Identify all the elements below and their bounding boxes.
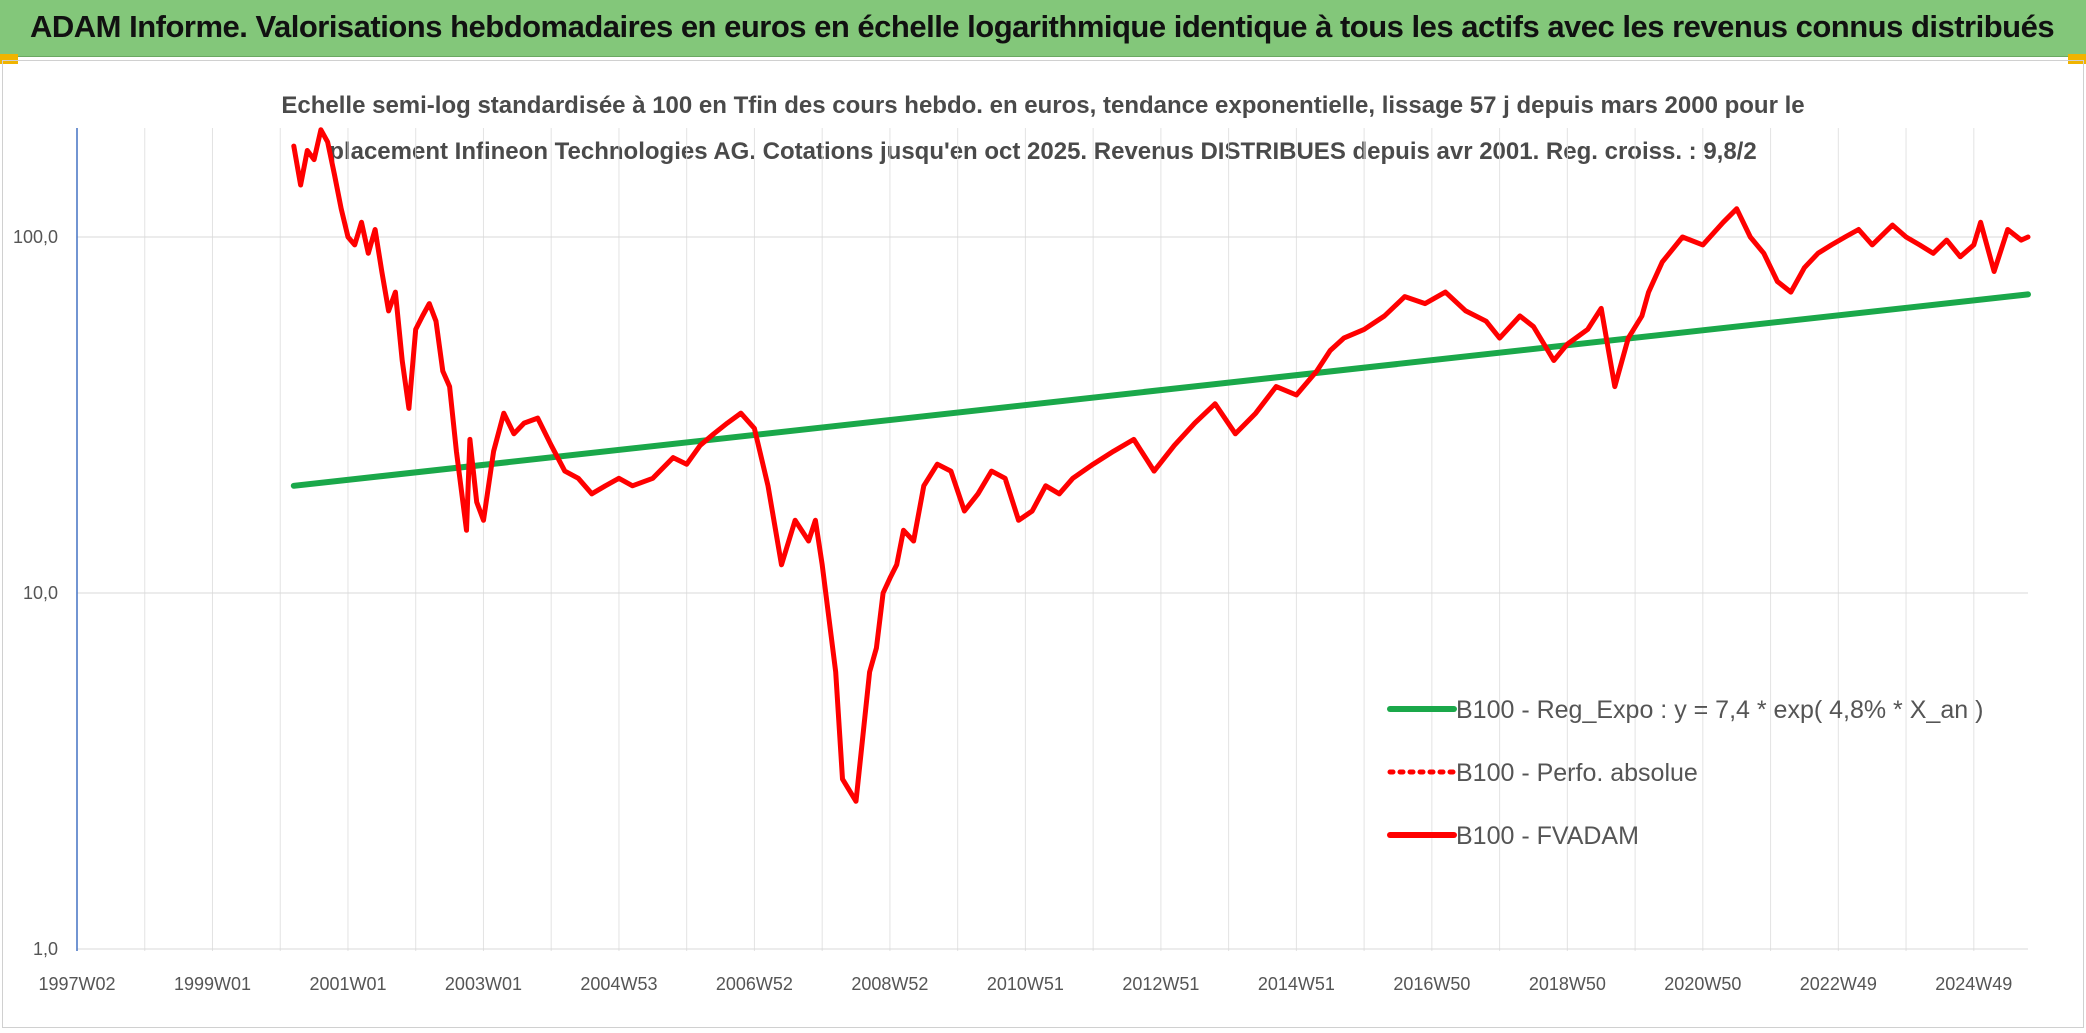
y-tick-label: 10,0 xyxy=(23,583,58,603)
x-gridlines xyxy=(144,128,1975,951)
legend-label: B100 - FVADAM xyxy=(1456,822,1639,850)
x-tick-label: 2014W51 xyxy=(1258,974,1335,994)
chart-subtitle-line1: Echelle semi-log standardisée à 100 en T… xyxy=(281,92,1804,119)
title-banner: ADAM Informe. Valorisations hebdomadaire… xyxy=(0,0,2086,57)
x-tick-labels: 1997W02 1999W01 2001W01 2003W01 2004W53 2006W… xyxy=(38,974,2012,994)
x-tick-label: 2024W49 xyxy=(1935,974,2012,994)
y-tick-label: 100,0 xyxy=(13,227,58,247)
x-tick-label: 2012W51 xyxy=(1122,974,1199,994)
y-tick-label: 1,0 xyxy=(33,939,58,959)
x-tick-label: 2020W50 xyxy=(1664,974,1741,994)
page-title: ADAM Informe. Valorisations hebdomadaire… xyxy=(30,9,2055,44)
chart-subtitle-line2: placement Infineon Technologies AG. Cota… xyxy=(329,138,1756,165)
legend-label: B100 - Perfo. absolue xyxy=(1456,759,1698,787)
series-layer xyxy=(290,127,2031,804)
y-tick-labels: 1,0 10,0 100,0 xyxy=(13,227,58,959)
x-tick-label: 1997W02 xyxy=(38,974,115,994)
x-tick-label: 2022W49 xyxy=(1800,974,1877,994)
x-tick-label: 2010W51 xyxy=(987,974,1064,994)
x-tick-label: 2001W01 xyxy=(309,974,386,994)
x-tick-label: 2006W52 xyxy=(716,974,793,994)
x-tick-label: 2016W50 xyxy=(1393,974,1470,994)
x-tick-label: 1999W01 xyxy=(174,974,251,994)
corner-marker-right xyxy=(2068,54,2086,64)
legend: B100 - Reg_Expo : y = 7,4 * exp( 4,8% * … xyxy=(1387,696,1983,850)
series-line-fvadam xyxy=(291,127,2031,804)
x-tick-label: 2008W52 xyxy=(851,974,928,994)
x-tick-label: 2018W50 xyxy=(1529,974,1606,994)
x-tick-label: 2004W53 xyxy=(580,974,657,994)
chart-frame xyxy=(2,60,2084,1028)
corner-marker-left xyxy=(0,54,18,64)
y-gridlines xyxy=(77,236,2028,950)
legend-label: B100 - Reg_Expo : y = 7,4 * exp( 4,8% * … xyxy=(1456,696,1983,724)
series-line-regression xyxy=(290,291,2031,489)
x-tick-label: 2003W01 xyxy=(445,974,522,994)
